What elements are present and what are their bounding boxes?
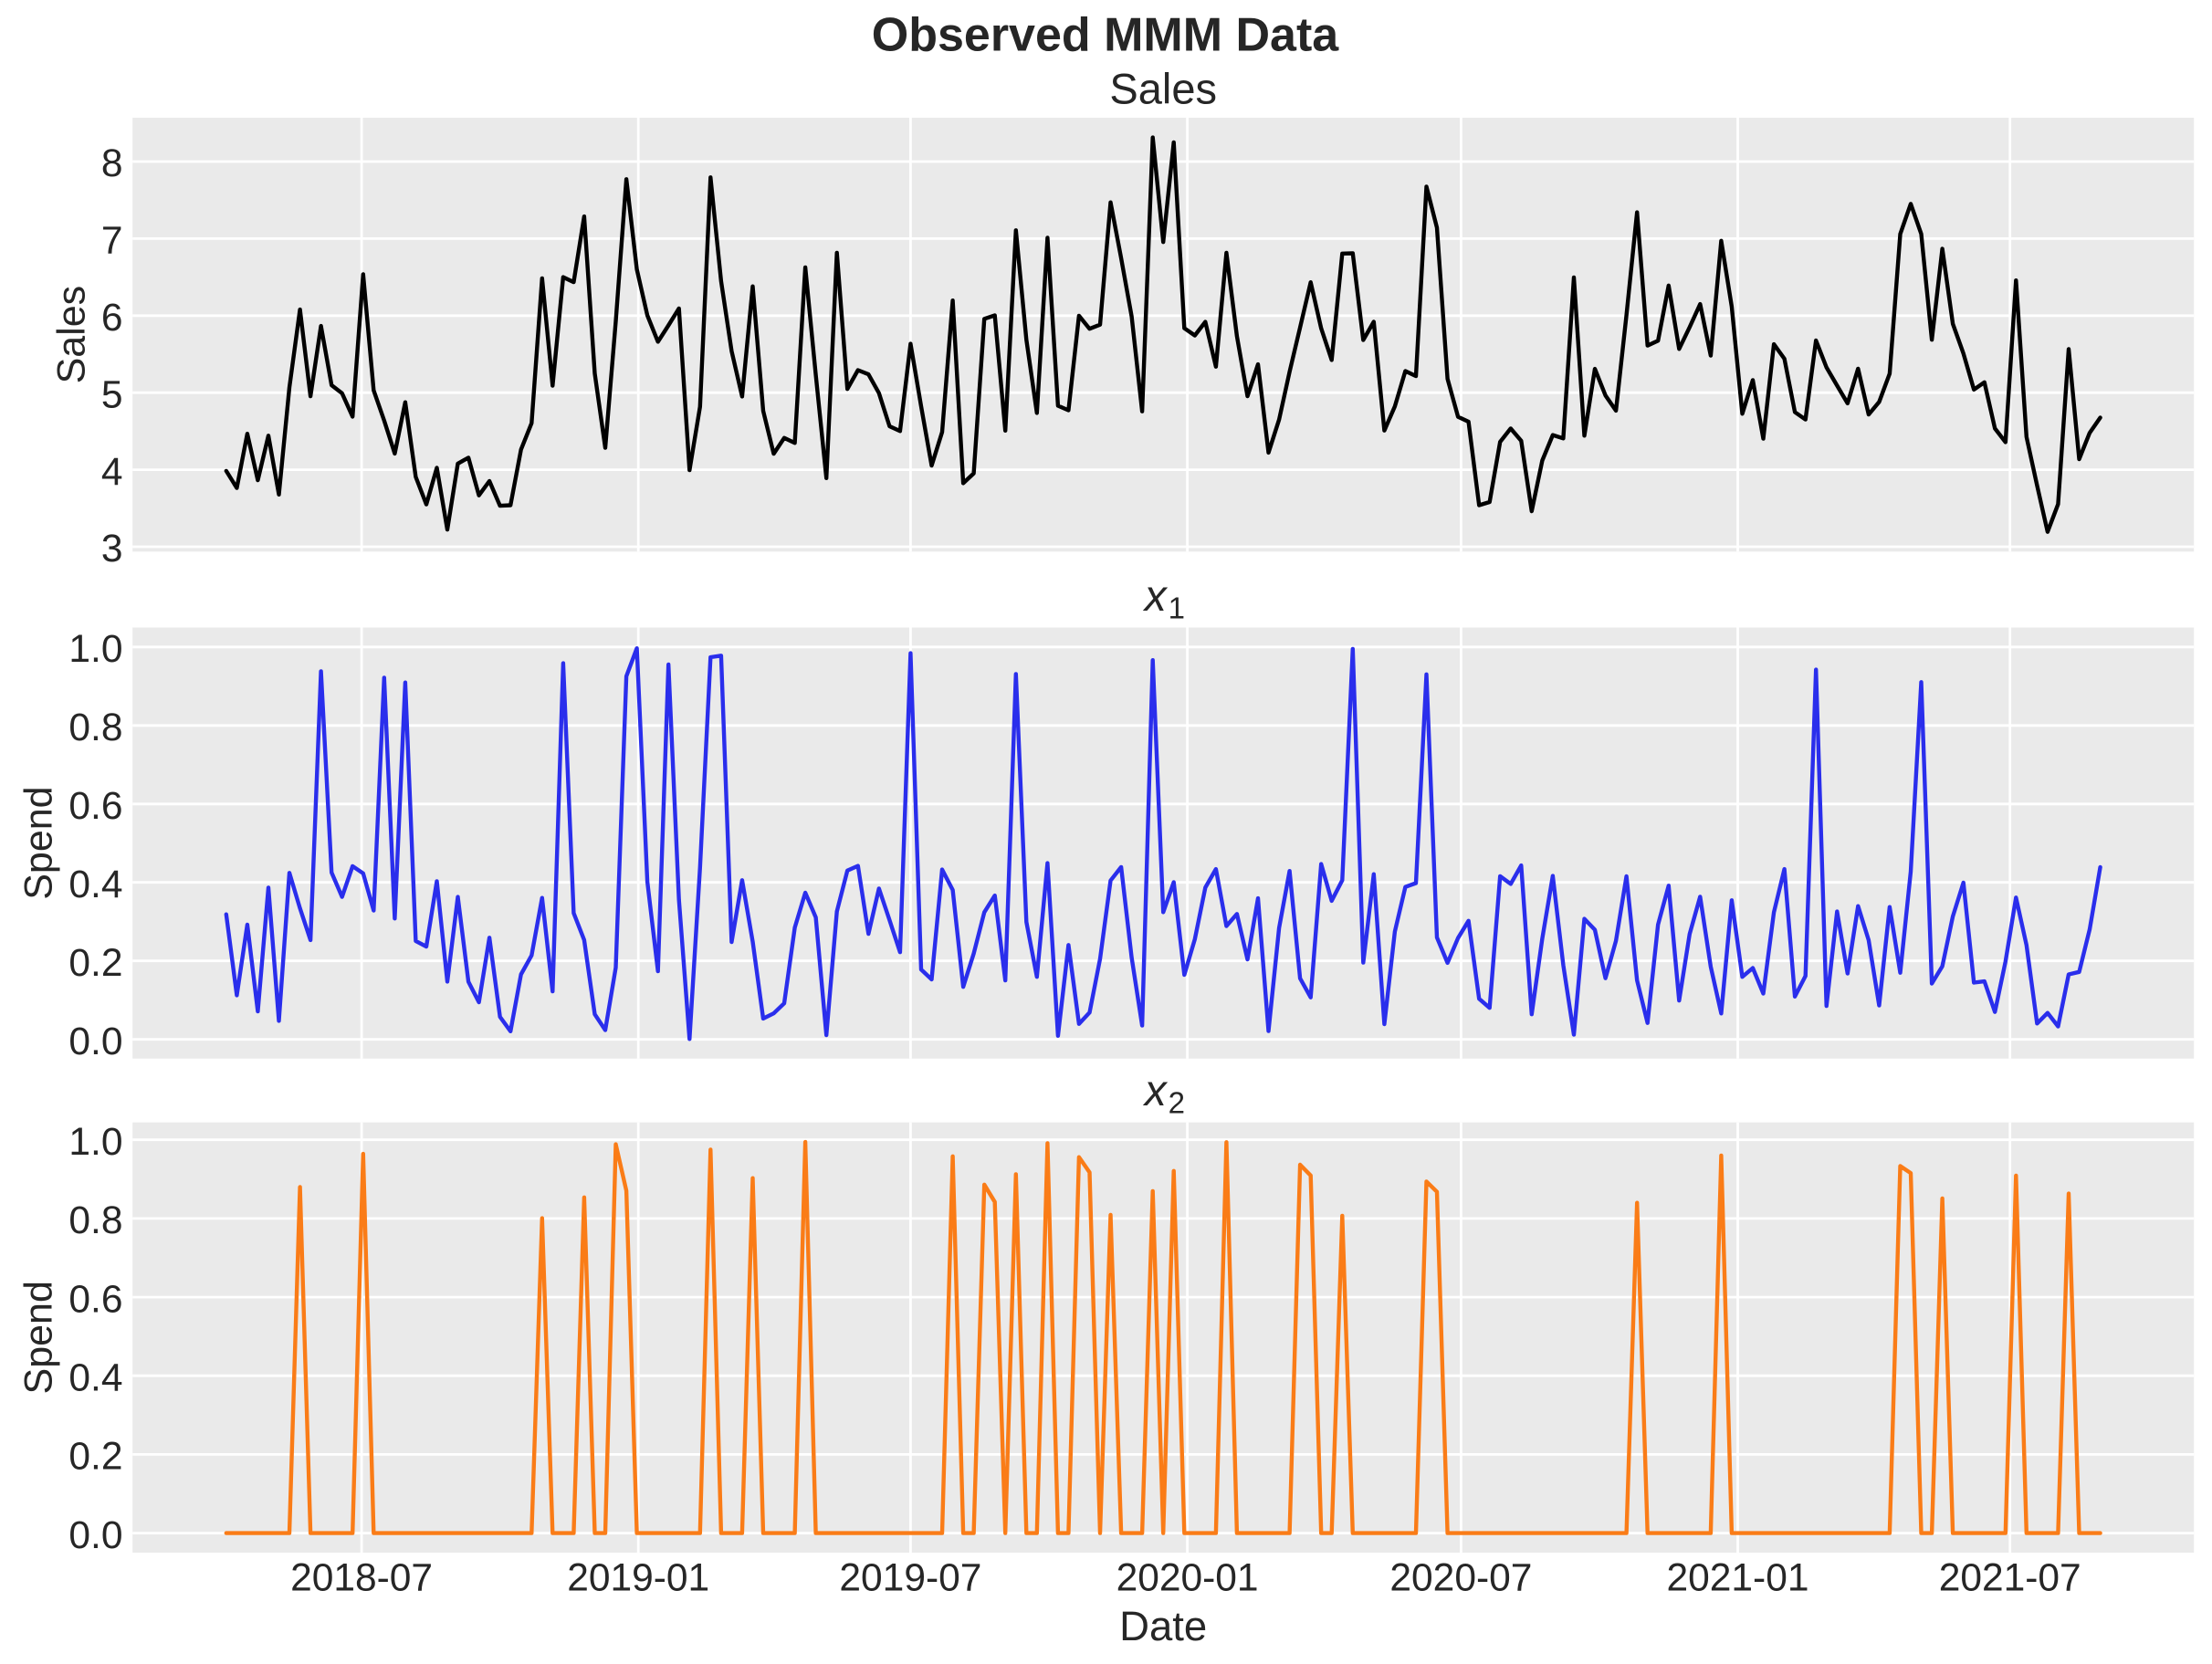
svg-text:Spend: Spend bbox=[17, 786, 61, 899]
svg-text:Spend: Spend bbox=[17, 1281, 61, 1394]
svg-text:0.4: 0.4 bbox=[68, 863, 122, 906]
svg-text:x: x bbox=[1143, 1067, 1169, 1115]
svg-text:2018-07: 2018-07 bbox=[290, 1557, 433, 1600]
svg-text:2021-07: 2021-07 bbox=[1939, 1557, 2081, 1600]
svg-text:5: 5 bbox=[101, 373, 123, 416]
svg-text:1.0: 1.0 bbox=[68, 1121, 122, 1164]
svg-text:6: 6 bbox=[101, 297, 123, 340]
svg-text:Sales: Sales bbox=[50, 286, 94, 384]
svg-text:1.0: 1.0 bbox=[68, 628, 122, 671]
svg-text:2020-01: 2020-01 bbox=[1116, 1557, 1259, 1600]
svg-text:4: 4 bbox=[101, 451, 123, 494]
svg-text:2: 2 bbox=[1169, 1086, 1185, 1120]
svg-text:0.0: 0.0 bbox=[68, 1020, 122, 1063]
svg-text:Observed MMM Data: Observed MMM Data bbox=[872, 9, 1340, 62]
svg-text:2019-01: 2019-01 bbox=[567, 1557, 709, 1600]
svg-text:2020-07: 2020-07 bbox=[1389, 1557, 1532, 1600]
svg-text:3: 3 bbox=[101, 528, 123, 570]
svg-text:0.2: 0.2 bbox=[68, 942, 122, 985]
svg-text:0.8: 0.8 bbox=[68, 706, 122, 749]
svg-text:0.4: 0.4 bbox=[68, 1356, 122, 1399]
svg-text:Sales: Sales bbox=[1109, 64, 1217, 112]
svg-text:0.8: 0.8 bbox=[68, 1199, 122, 1242]
svg-text:2019-07: 2019-07 bbox=[839, 1557, 981, 1600]
svg-text:7: 7 bbox=[101, 220, 123, 263]
svg-text:0.6: 0.6 bbox=[68, 785, 122, 828]
svg-text:8: 8 bbox=[101, 142, 123, 185]
svg-text:0.0: 0.0 bbox=[68, 1514, 122, 1557]
svg-text:x: x bbox=[1143, 572, 1169, 621]
svg-text:2021-01: 2021-01 bbox=[1667, 1557, 1809, 1600]
svg-text:1: 1 bbox=[1169, 591, 1185, 625]
svg-text:Date: Date bbox=[1119, 1603, 1207, 1649]
svg-text:0.6: 0.6 bbox=[68, 1278, 122, 1321]
svg-text:0.2: 0.2 bbox=[68, 1436, 122, 1479]
